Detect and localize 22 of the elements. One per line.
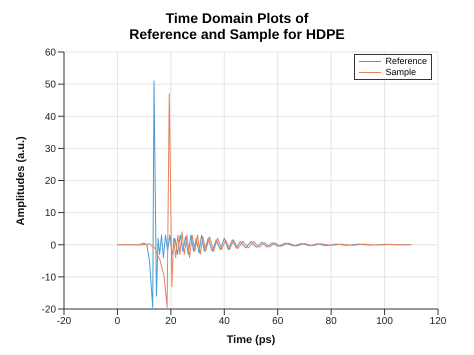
x-axis-title: Time (ps) [226,334,276,346]
y-tick-label: 20 [44,176,56,188]
y-tick-label: 40 [44,112,56,123]
y-tick-label: 10 [44,208,56,220]
y-tick-label: -10 [42,272,56,284]
y-axis-title: Amplitudes (a.u.) [14,136,27,226]
x-tick-label: 0 [114,316,121,328]
legend-label: Sample [385,67,416,78]
y-tick-label: 30 [44,144,56,155]
x-tick-label: 100 [376,316,394,328]
x-tick-label: 60 [272,316,284,328]
y-tick-label: -20 [42,304,56,316]
y-tick-label: 0 [50,240,56,252]
chart-title: Time Domain Plots of Reference and Sample for HDPE [128,10,346,42]
y-tick-label: 50 [44,80,56,91]
y-tick-label: 60 [44,48,56,59]
legend-label: Reference [385,56,427,67]
x-tick-label: 40 [218,316,230,328]
x-tick-label: -20 [56,316,72,328]
x-tick-label: 120 [430,316,447,328]
x-tick-label: 80 [326,316,338,328]
x-tick-label: 20 [165,316,177,328]
